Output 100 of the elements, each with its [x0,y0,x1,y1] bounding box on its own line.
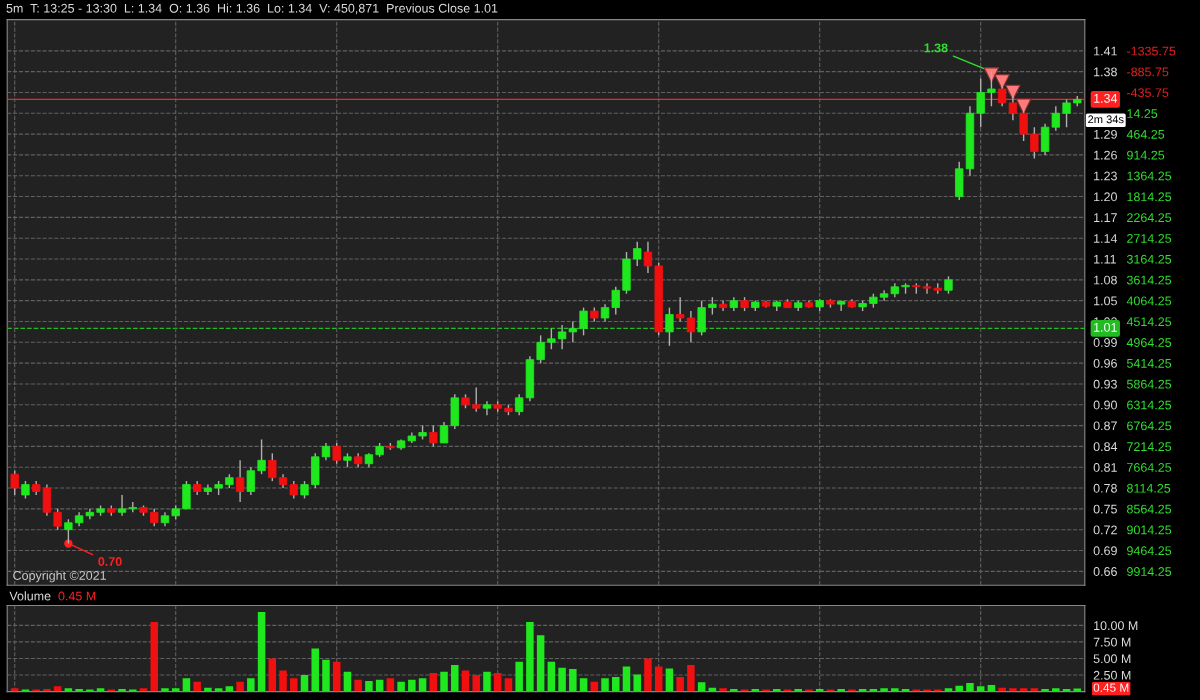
bar [515,661,523,692]
bar [354,679,362,692]
y2-tick-label: 1814.25 [1127,192,1172,202]
candlestick [117,494,127,517]
bar [418,678,427,692]
bar [526,622,534,692]
y2-tick-label: 1364.25 [1127,171,1172,181]
y-tick-label: 1.20 [1094,192,1117,202]
bar [1052,688,1060,692]
annotation: 1.38 [924,43,948,53]
candlestick [268,452,277,482]
y-tick-label: 5.00 M [1093,654,1131,664]
bar [665,668,674,692]
text: 2m 34s [1088,115,1124,124]
y-tick-label: 2.50 M [1093,670,1131,680]
y2-tick-label: 9014.25 [1127,525,1172,535]
candlestick [536,334,545,364]
point [994,74,1010,90]
bar [440,671,448,692]
y2-tick-label: 2714.25 [1127,234,1172,243]
bar [461,670,470,692]
bar [966,682,974,692]
bar [322,659,330,692]
y2-tick-label: 464.25 [1126,129,1165,139]
y2-tick-label: 8114.25 [1127,483,1171,493]
annotation: Copyright ©2021 [13,570,106,583]
candlestick [53,508,62,531]
y2-tick-label: -435.75 [1127,88,1169,98]
y-tick-label: 0.69 [1093,546,1117,556]
point [1015,98,1032,115]
y2-tick-label: 4064.25 [1126,296,1172,306]
bar [150,622,158,692]
y-tick-label: 0.93 [1093,379,1117,389]
bar [612,677,620,692]
bar [536,635,545,692]
candlestick [579,306,588,337]
candlestick [257,438,266,475]
y-tick-label: 1.29 [1094,129,1117,139]
candlestick [1051,105,1060,132]
bar [622,666,631,692]
candlestick [235,459,245,503]
candlestick [643,240,653,274]
y2-tick-label: 4514.25 [1126,317,1172,327]
bar [569,669,577,692]
bar [654,666,663,692]
point [1005,84,1021,101]
candlestick [987,70,996,108]
y2-tick-label: 9464.25 [1127,546,1172,556]
candlestick [611,286,620,316]
y2-tick-label: 914.25 [1127,150,1165,160]
bar [311,648,319,692]
candlestick [922,282,932,295]
y2-tick-label: -1335.75 [1127,46,1176,56]
bar [633,674,641,692]
bar [429,673,438,692]
bar [236,681,244,692]
candlestick [332,442,341,465]
bar [1009,688,1017,692]
ref-line-label: 1.01 [1094,322,1117,332]
y-tick-label: 0.66 [1093,567,1117,576]
bar [472,675,480,692]
candlestick [64,518,73,545]
y2-tick-label: 14.25 [1127,109,1158,118]
bar [332,661,341,692]
candlestick [1062,98,1071,128]
y-tick-label: 7.50 M [1093,637,1131,647]
y2-tick-label: 6314.25 [1127,400,1172,410]
y2-tick-label: 3614.25 [1126,275,1172,285]
bar [365,681,373,692]
y-tick-label: 0.81 [1093,463,1117,472]
y-tick-label: 0.99 [1093,338,1117,347]
bar [697,682,706,692]
y2-tick-label: 3164.25 [1126,254,1172,264]
y-tick-label: 0.72 [1093,525,1117,535]
chart-subtitle: 0.45 M [58,591,96,601]
y2-tick-label: 9914.25 [1127,567,1172,576]
bar [300,675,309,692]
bar [161,688,169,692]
bar [601,678,609,692]
y-tick-label: 1.14 [1094,234,1118,243]
bar [386,678,395,692]
y-tick-label: 0.78 [1093,483,1117,493]
y2-tick-label: 5414.25 [1126,358,1172,368]
bar [579,678,588,692]
y-tick-label: 0.90 [1093,400,1117,410]
candlestick [482,400,492,416]
y-tick-label: 1.11 [1094,254,1116,264]
bar [279,670,287,692]
bar [268,658,277,692]
annotation: 0.70 [98,557,122,566]
y-tick-label: 0.84 [1093,442,1118,452]
candlestick [472,386,481,413]
y-tick-label: 0.75 [1093,504,1117,514]
y-tick-label: 1.38 [1094,67,1117,77]
bar [880,688,888,692]
bar [676,677,684,692]
chart-title: Volume [9,591,51,601]
bar [558,667,566,692]
y2-tick-label: 2264.25 [1127,213,1172,223]
y2-tick-label: 6764.25 [1127,421,1172,431]
